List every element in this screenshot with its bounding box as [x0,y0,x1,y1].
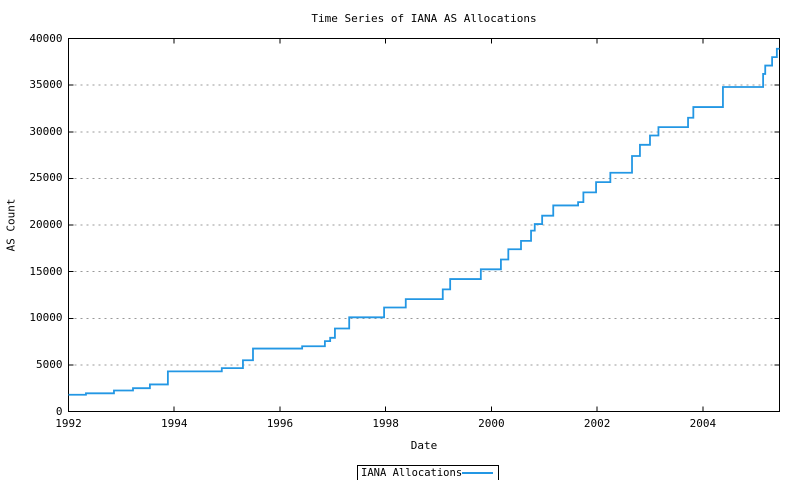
y-tick-label: 10000 [29,311,63,325]
x-axis-label: Date [410,439,438,452]
legend-label: IANA Allocations [361,467,463,479]
chart-title: Time Series of IANA AS Allocations [311,12,537,25]
y-tick-label: 25000 [29,171,63,185]
y-tick-label: 30000 [29,124,63,138]
x-tick-label: 1994 [160,416,188,430]
y-tick-label: 0 [55,404,63,418]
y-tick-label: 5000 [36,357,63,371]
y-axis-label: AS Count [4,198,18,252]
y-tick-label: 40000 [29,31,63,45]
x-tick-label: 1996 [266,416,294,430]
x-tick-label: 1998 [372,416,399,430]
x-tick-label: 2000 [478,416,505,430]
y-tick-label: 20000 [29,218,63,231]
x-tick-label: 2002 [583,416,611,430]
x-tick-label: 1992 [55,416,82,430]
y-tick-label: 15000 [29,264,63,278]
x-tick-label: 2004 [689,416,717,430]
legend: IANA Allocations [357,465,499,480]
legend-line-swatch [462,472,493,474]
y-tick-label: 35000 [29,78,63,92]
